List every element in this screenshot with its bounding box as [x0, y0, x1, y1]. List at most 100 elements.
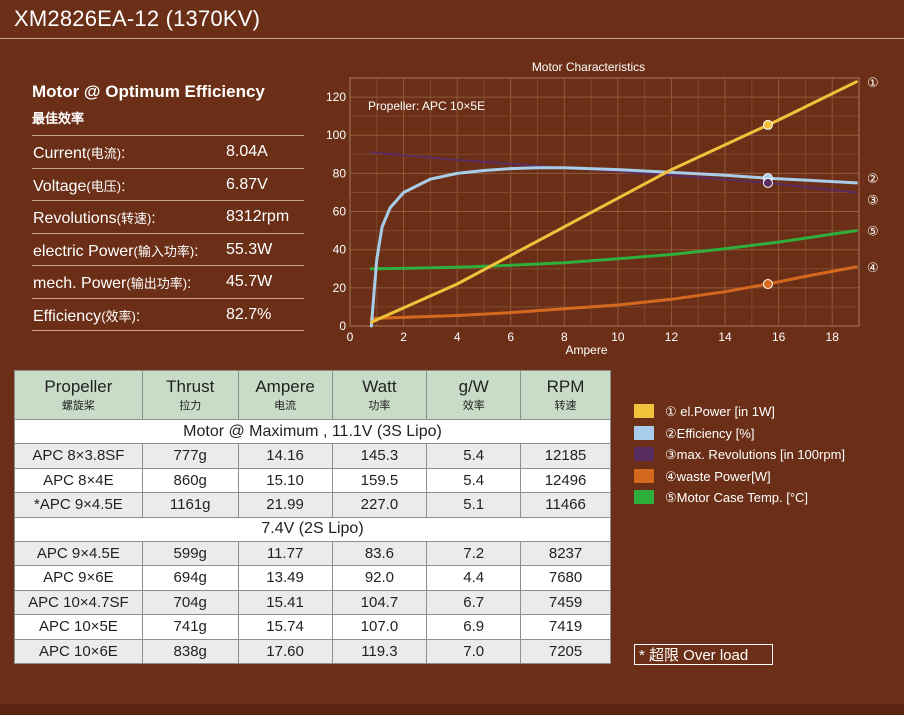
stats-row-current: Current(电流): 8.04A: [32, 136, 304, 169]
cell-ampere: 21.99: [237, 492, 333, 518]
cell-rpm: 12185: [520, 443, 611, 469]
cell-gw: 7.2: [426, 540, 522, 566]
legend-swatch: [634, 404, 654, 418]
cell-gw: 5.1: [426, 492, 522, 518]
cell-thrust: 860g: [141, 467, 239, 493]
stat-label-cn: (效率): [101, 308, 136, 324]
stats-heading: Motor @ Optimum Efficiency: [32, 82, 265, 101]
stat-colon: :: [121, 177, 126, 195]
cell-propeller: APC 10×5E: [14, 614, 143, 640]
header-propeller: Propeller 螺旋桨: [14, 370, 143, 420]
x-tick-label: 10: [611, 330, 625, 344]
cell-ampere: 14.16: [237, 443, 333, 469]
series-end-label: ③: [867, 193, 879, 208]
legend-swatch: [634, 468, 654, 483]
cell-thrust: 704g: [141, 589, 239, 615]
cell-watt: 227.0: [331, 492, 428, 518]
x-tick-label: 8: [561, 330, 568, 344]
propeller-table: Propeller 螺旋桨 Thrust 拉力 Ampere 电流 Watt 功率 g/…: [14, 370, 611, 664]
cell-propeller: APC 9×6E: [14, 565, 143, 591]
cell-ampere: 15.74: [237, 614, 333, 640]
y-tick-label: 80: [333, 166, 347, 180]
title-bar: XM2826EA-12 (1370KV): [0, 0, 904, 39]
plot-background: [350, 78, 859, 326]
stats-row-revolutions: Revolutions(转速): 8312rpm: [32, 201, 304, 234]
cell-ampere: 11.77: [237, 540, 333, 566]
stat-label-cn: (电流): [86, 146, 122, 161]
cell-propeller: APC 8×4E: [14, 467, 143, 493]
cell-gw: 4.4: [426, 565, 522, 591]
y-tick-label: 40: [333, 243, 347, 257]
stat-label: electric Power: [33, 242, 134, 260]
cell-rpm: 11466: [520, 492, 611, 518]
stat-value: 82.7%: [226, 305, 272, 323]
stats-row-mech-power: mech. Power(输出功率): 45.7W: [32, 266, 304, 299]
stat-colon: :: [135, 307, 141, 325]
cell-ampere: 15.10: [237, 467, 333, 493]
cell-propeller: APC 10×4.7SF: [14, 589, 143, 615]
cell-thrust: 599g: [141, 540, 239, 566]
stats-row-efficiency: Efficiency(效率): 82.7%: [32, 299, 304, 331]
cell-gw: 5.4: [426, 467, 522, 493]
cell-propeller: APC 10×6E: [14, 638, 143, 664]
cell-watt: 107.0: [331, 614, 428, 640]
cell-watt: 145.3: [331, 443, 428, 469]
legend-label: ④waste Power[W]: [665, 468, 771, 484]
y-tick-label: 60: [333, 205, 347, 219]
cell-ampere: 15.41: [237, 589, 333, 615]
cell-watt: 159.5: [331, 467, 428, 493]
y-tick-label: 0: [339, 319, 346, 333]
stat-value: 8.04A: [226, 143, 268, 160]
header-rpm: RPM 转速: [520, 370, 611, 420]
page-title: XM2826EA-12 (1370KV): [14, 6, 261, 31]
chart-annotation: Propeller: APC 10×5E: [368, 99, 485, 113]
series-point-marker: [762, 177, 773, 188]
cell-watt: 119.3: [331, 638, 428, 664]
series-end-label: ①: [867, 76, 879, 91]
x-tick-label: 12: [665, 330, 679, 344]
x-tick-label: 0: [347, 330, 354, 344]
stat-label-cn: (电压): [86, 178, 122, 194]
section-label-2s: 7.4V (2S Lipo): [14, 516, 611, 542]
series-line: [370, 151, 858, 194]
series-point-marker: [762, 279, 773, 290]
header-watt: Watt 功率: [331, 370, 428, 420]
stat-value: 6.87V: [226, 175, 268, 193]
legend-swatch: [634, 425, 654, 440]
stat-label: Revolutions: [33, 210, 117, 227]
series-line: [369, 166, 858, 328]
table-row: APC 9×4.5E 599g 11.77 83.6 7.2 8237: [14, 540, 611, 566]
x-tick-label: 4: [454, 330, 461, 344]
legend-label: ⑤Motor Case Temp. [°C]: [665, 490, 809, 506]
cell-ampere: 13.49: [237, 565, 333, 591]
overload-note: * 超限 Over load: [634, 644, 773, 665]
series-end-label: ⑤: [867, 225, 879, 240]
table-row: APC 10×4.7SF 704g 15.41 104.7 6.7 7459: [14, 589, 611, 615]
stat-label: Voltage: [33, 177, 87, 195]
legend-label: ③max. Revolutions [in 100rpm]: [665, 447, 846, 463]
cell-thrust: 1161g: [141, 492, 239, 518]
y-tick-label: 120: [326, 90, 346, 104]
cell-rpm: 7205: [520, 638, 611, 664]
plot-border: [349, 77, 860, 327]
cell-rpm: 8237: [520, 540, 611, 566]
header-gw: g/W 效率: [426, 370, 522, 420]
legend-label: ① el.Power [in 1W]: [665, 404, 775, 419]
series-line: [369, 229, 858, 271]
chart-title: Motor Characteristics: [532, 60, 645, 74]
stat-colon: :: [187, 275, 192, 292]
y-tick-label: 20: [333, 281, 347, 295]
table-row: APC 8×3.8SF 777g 14.16 145.3 5.4 12185: [14, 443, 611, 469]
stats-subheading: 最佳效率: [32, 108, 304, 136]
cell-gw: 7.0: [426, 638, 522, 664]
table-row: APC 10×6E 838g 17.60 119.3 7.0 7205: [14, 638, 611, 664]
stat-label-cn: (输入功率): [133, 243, 195, 259]
stat-label: Efficiency: [33, 307, 102, 325]
cell-watt: 83.6: [331, 540, 428, 566]
table-row: APC 8×4E 860g 15.10 159.5 5.4 12496: [14, 467, 611, 493]
cell-rpm: 7680: [520, 565, 611, 591]
series-point-marker: [762, 119, 773, 130]
header-thrust: Thrust 拉力: [141, 370, 239, 420]
y-tick-label: 100: [326, 128, 346, 142]
cell-rpm: 7419: [520, 614, 611, 640]
